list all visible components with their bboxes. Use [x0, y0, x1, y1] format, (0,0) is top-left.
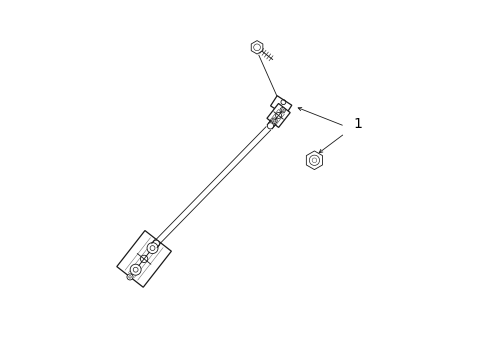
- Circle shape: [140, 255, 147, 262]
- Circle shape: [275, 112, 281, 118]
- Circle shape: [267, 123, 273, 129]
- Polygon shape: [305, 151, 322, 170]
- Circle shape: [152, 240, 159, 247]
- Circle shape: [151, 242, 158, 249]
- Text: 1: 1: [353, 117, 362, 131]
- Circle shape: [268, 121, 274, 127]
- Polygon shape: [266, 103, 289, 127]
- Polygon shape: [117, 230, 171, 287]
- Circle shape: [271, 118, 277, 123]
- Circle shape: [127, 274, 133, 280]
- Polygon shape: [251, 41, 263, 54]
- Circle shape: [147, 243, 158, 253]
- Circle shape: [279, 108, 285, 113]
- Circle shape: [130, 264, 141, 275]
